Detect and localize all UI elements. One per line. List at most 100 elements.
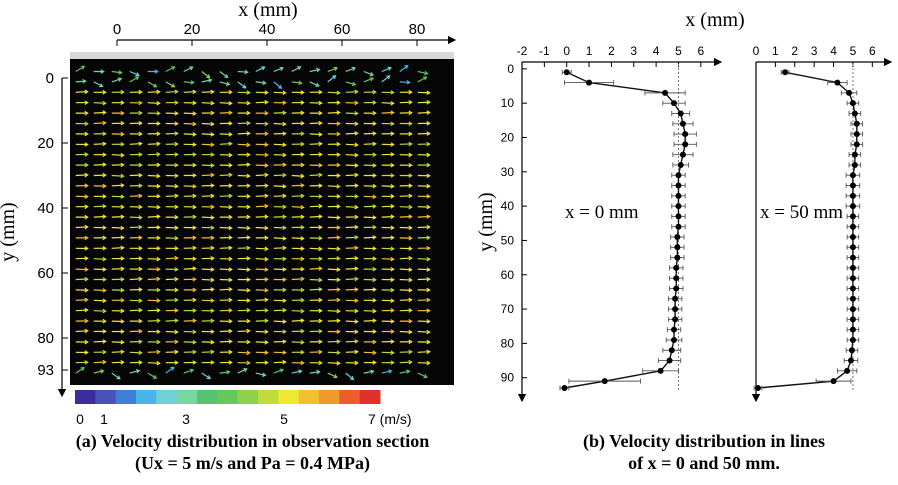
velocity-vector xyxy=(75,246,89,251)
velocity-vector xyxy=(93,298,107,304)
velocity-vector xyxy=(273,66,285,73)
velocity-vector xyxy=(201,318,215,324)
velocity-vector xyxy=(309,328,323,334)
velocity-vector xyxy=(399,277,413,283)
velocity-vector xyxy=(399,267,413,272)
panel-b-y-axis-label: y (mm) xyxy=(475,192,497,251)
velocity-vector xyxy=(201,235,215,241)
velocity-vector xyxy=(273,277,287,282)
velocity-vector xyxy=(237,214,251,220)
velocity-vector xyxy=(381,266,395,272)
velocity-vector xyxy=(129,246,143,251)
velocity-vector xyxy=(345,131,359,136)
velocity-vector xyxy=(183,142,197,147)
velocity-vector xyxy=(201,245,215,251)
velocity-vector xyxy=(381,308,395,313)
velocity-vector xyxy=(129,368,141,374)
velocity-vector xyxy=(255,350,269,355)
velocity-vector xyxy=(309,225,323,230)
data-point xyxy=(673,275,680,282)
velocity-vector xyxy=(381,360,395,365)
velocity-vector xyxy=(363,152,377,157)
data-point xyxy=(561,385,568,391)
velocity-vector xyxy=(399,225,413,231)
velocity-vector xyxy=(399,64,409,72)
velocity-vector xyxy=(237,235,251,240)
data-point xyxy=(677,161,684,168)
velocity-vector xyxy=(417,131,431,136)
velocity-vector xyxy=(399,152,413,158)
data-point xyxy=(671,100,677,107)
velocity-vector xyxy=(345,319,359,324)
data-point xyxy=(682,141,689,148)
data-point xyxy=(851,151,858,158)
velocity-vector xyxy=(363,350,377,355)
data-point xyxy=(853,120,860,127)
velocity-vector xyxy=(309,369,321,375)
velocity-vector xyxy=(255,360,269,365)
velocity-vector xyxy=(183,80,195,85)
x-tick-label: 80 xyxy=(409,21,426,38)
velocity-vector xyxy=(183,277,197,282)
velocity-vector xyxy=(399,89,413,95)
velocity-vector xyxy=(327,194,341,199)
velocity-vector xyxy=(309,297,323,303)
data-point xyxy=(675,223,682,230)
velocity-vector xyxy=(417,152,431,158)
data-point xyxy=(754,385,761,391)
velocity-vector xyxy=(399,235,413,241)
velocity-vector xyxy=(183,339,197,345)
velocity-vector xyxy=(165,246,179,251)
velocity-vector xyxy=(363,360,377,365)
colorbar-swatch xyxy=(298,390,320,404)
velocity-vector xyxy=(237,308,251,313)
velocity-vector xyxy=(219,339,233,344)
velocity-vector xyxy=(237,360,251,366)
velocity-vector xyxy=(201,193,215,199)
velocity-vector xyxy=(399,369,411,374)
data-point xyxy=(675,172,682,179)
velocity-vector xyxy=(255,214,269,219)
velocity-vector xyxy=(75,183,89,188)
velocity-vector xyxy=(111,287,125,293)
velocity-vector xyxy=(345,266,359,271)
velocity-vector xyxy=(165,366,175,374)
velocity-vector xyxy=(399,287,413,293)
velocity-vector xyxy=(363,339,377,345)
colorbar-swatch xyxy=(319,390,340,404)
velocity-vector xyxy=(309,132,323,137)
data-point xyxy=(601,378,608,385)
velocity-vector xyxy=(327,372,338,379)
velocity-vector xyxy=(111,308,125,314)
velocity-vector xyxy=(273,256,287,262)
velocity-vector xyxy=(147,360,161,366)
velocity-vector xyxy=(237,120,251,126)
velocity-vector xyxy=(237,110,251,116)
velocity-vector xyxy=(75,214,89,220)
data-point xyxy=(851,161,858,168)
profile-x-tick-label: 6 xyxy=(869,44,876,58)
velocity-vector xyxy=(201,172,215,178)
velocity-vector xyxy=(165,255,179,261)
velocity-vector xyxy=(327,90,341,95)
velocity-vector xyxy=(129,204,143,210)
velocity-vector xyxy=(273,214,287,220)
velocity-vector xyxy=(363,100,377,105)
velocity-vector xyxy=(75,172,89,178)
velocity-vector xyxy=(291,287,305,293)
velocity-vector xyxy=(417,194,431,199)
x-axis-label: x (mm) xyxy=(238,0,297,21)
velocity-vector xyxy=(147,235,161,241)
velocity-vector xyxy=(75,360,89,365)
velocity-vector xyxy=(129,339,143,344)
velocity-vector xyxy=(255,163,269,168)
profile-x-tick-label: 4 xyxy=(830,44,837,58)
velocity-vector xyxy=(237,81,247,89)
panel-a-vector-field: x (mm) 0 20 40 60 80 y (mm) 0 20 40 60 xyxy=(0,0,457,427)
caption-a-line1: (a) Velocity distribution in observation… xyxy=(75,431,430,451)
velocity-vector xyxy=(111,339,125,345)
velocity-vector xyxy=(273,329,287,334)
velocity-vector xyxy=(273,298,287,303)
velocity-vector xyxy=(219,193,233,199)
velocity-vector xyxy=(183,318,197,323)
